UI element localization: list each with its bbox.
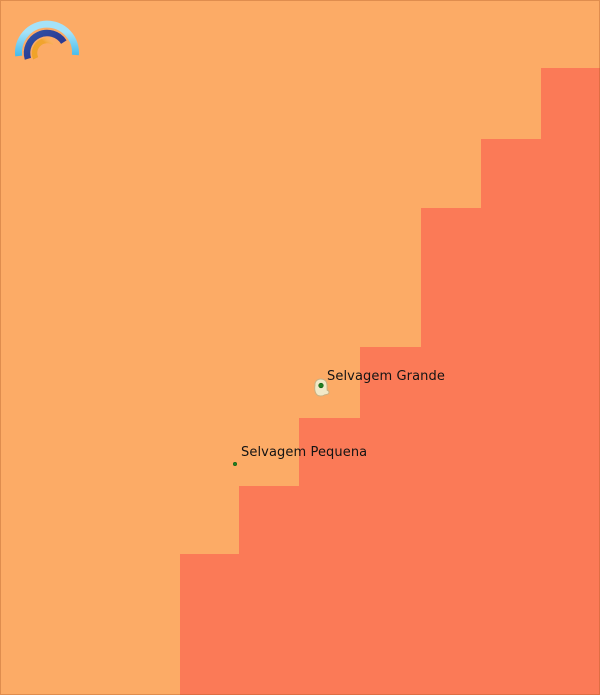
label-selvagem-pequena: Selvagem Pequena [241,445,368,460]
logo-middle-navy-arc [23,29,67,60]
selvagem-pequena-dot [233,462,237,466]
rainbow-logo [15,20,79,60]
logo-inner-yellow-arc [31,37,56,60]
selvagem-grande-island [314,378,330,397]
label-selvagem-grande: Selvagem Grande [327,369,445,384]
logo-outer-cyan-arc [15,20,79,57]
selvagem-grande-dot [318,382,324,389]
warm-region-polygon [180,68,600,695]
